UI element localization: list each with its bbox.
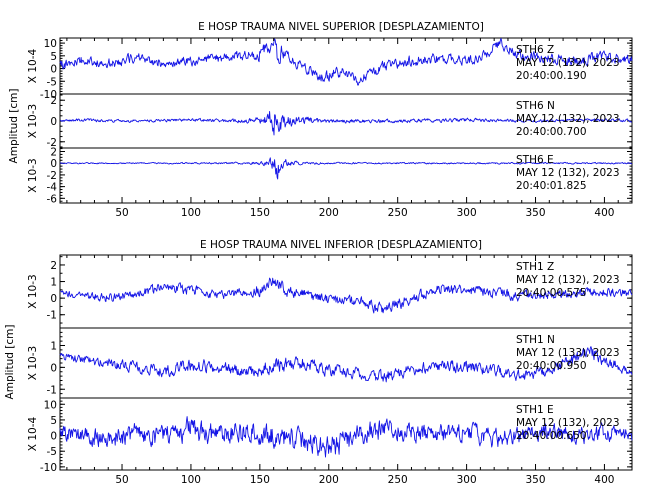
x-tick-label: 300	[457, 207, 477, 219]
trace-date: MAY 12 (132), 2023	[516, 113, 620, 125]
y-tick-label: -5	[47, 76, 57, 88]
trace-name: STH1 N	[516, 334, 555, 346]
upper-y-axis-label: Amplitud [cm]	[8, 89, 20, 164]
y-tick-label: 0	[50, 64, 57, 76]
x-tick-label: 150	[250, 474, 270, 486]
x-tick-label: 200	[319, 207, 339, 219]
trace-time: 20:40:00.190	[516, 70, 587, 82]
lower-chart-title: E HOSP TRAUMA NIVEL INFERIOR [DESPLAZAMI…	[200, 239, 482, 251]
scale-label: X 10-4	[27, 49, 39, 84]
trace-date: MAY 12 (132), 2023	[516, 57, 620, 69]
trace-time: 20:40:00.575	[516, 287, 587, 299]
trace-time: 20:40:01.825	[516, 180, 587, 192]
panel-frame	[59, 397, 633, 471]
y-tick-label: -1	[47, 384, 57, 396]
y-tick-label: -2	[47, 170, 57, 182]
y-tick-label: -10	[40, 462, 57, 474]
waveform-trace	[59, 416, 633, 458]
y-tick-label: 1	[50, 277, 57, 289]
y-tick-label: 1	[50, 341, 57, 353]
y-tick-label: 2	[50, 260, 57, 272]
trace-date: MAY 12 (132), 2023	[516, 274, 620, 286]
y-tick-label: -1	[47, 310, 57, 322]
x-tick-label: 50	[115, 207, 128, 219]
trace-name: STH1 E	[516, 404, 554, 416]
upper-chart: E HOSP TRAUMA NIVEL SUPERIOR [DESPLAZAMI…	[8, 21, 633, 219]
y-tick-label: 10	[44, 38, 57, 50]
y-tick-label: 2	[50, 147, 57, 159]
waveform-trace	[60, 277, 633, 314]
y-tick-label: 2	[50, 95, 57, 107]
trace-name: STH6 N	[516, 100, 555, 112]
x-tick-label: 200	[319, 474, 339, 486]
trace-name: STH1 Z	[516, 261, 554, 273]
trace-date: MAY 12 (132), 2023	[516, 167, 620, 179]
trace-time: 20:40:00.700	[516, 126, 587, 138]
trace-date: MAY 12 (132), 2023	[516, 417, 620, 429]
y-tick-label: 0	[50, 431, 57, 443]
x-tick-label: 100	[181, 474, 201, 486]
x-tick-label: 350	[525, 207, 545, 219]
y-tick-label: 0	[50, 362, 57, 374]
upper-chart-title: E HOSP TRAUMA NIVEL SUPERIOR [DESPLAZAMI…	[198, 21, 484, 33]
scale-label: X 10-3	[27, 274, 39, 308]
x-tick-label: 100	[181, 207, 201, 219]
y-tick-label: -4	[47, 182, 58, 194]
y-tick-label: 5	[50, 415, 57, 427]
y-tick-label: 10	[44, 399, 57, 411]
waveform-trace	[59, 37, 633, 86]
trace-date: MAY 12 (133), 2023	[516, 347, 620, 359]
scale-label: X 10-3	[27, 346, 39, 380]
panel-frame	[59, 147, 633, 204]
trace-name: STH6 Z	[516, 44, 554, 56]
y-tick-label: -5	[47, 446, 57, 458]
scale-label: X 10-3	[27, 104, 39, 138]
y-tick-label: 0	[50, 293, 57, 305]
y-tick-label: -6	[47, 193, 58, 205]
x-tick-label: 400	[594, 207, 614, 219]
trace-time: 20:40:00.950	[516, 360, 587, 372]
y-tick-label: -10	[40, 89, 57, 101]
waveform-trace	[59, 110, 632, 136]
x-tick-label: 350	[525, 474, 545, 486]
trace-time: 20:40:00.650	[516, 430, 587, 442]
trace-name: STH6 E	[516, 154, 554, 166]
x-tick-label: 250	[388, 474, 408, 486]
waveform-trace	[59, 157, 633, 180]
x-tick-label: 400	[594, 474, 614, 486]
x-tick-label: 300	[457, 474, 477, 486]
y-tick-label: 0	[50, 158, 57, 170]
x-tick-label: 250	[388, 207, 408, 219]
y-tick-label: 0	[50, 116, 57, 128]
scale-label: X 10-3	[27, 158, 39, 192]
waveform-trace	[59, 346, 633, 383]
x-tick-label: 150	[250, 207, 270, 219]
x-tick-label: 50	[115, 474, 128, 486]
y-tick-label: 5	[50, 51, 57, 63]
lower-chart: E HOSP TRAUMA NIVEL INFERIOR [DESPLAZAMI…	[4, 239, 633, 486]
scale-label: X 10-4	[27, 417, 39, 452]
lower-y-axis-label: Amplitud [cm]	[4, 325, 16, 400]
y-tick-label: -2	[47, 137, 57, 149]
